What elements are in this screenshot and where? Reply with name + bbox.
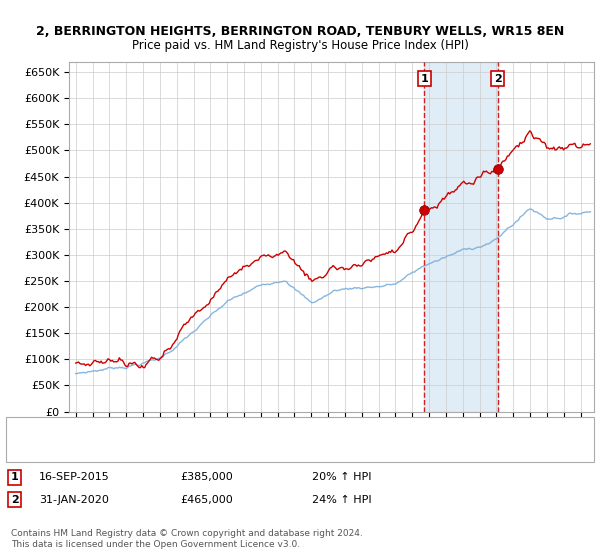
Text: Contains HM Land Registry data © Crown copyright and database right 2024.
This d: Contains HM Land Registry data © Crown c… — [11, 529, 362, 549]
Text: £465,000: £465,000 — [180, 494, 233, 505]
Text: 16-SEP-2015: 16-SEP-2015 — [39, 472, 110, 482]
Text: Price paid vs. HM Land Registry's House Price Index (HPI): Price paid vs. HM Land Registry's House … — [131, 39, 469, 52]
Text: 1: 1 — [11, 472, 19, 482]
Text: 2, BERRINGTON HEIGHTS, BERRINGTON ROAD, TENBURY WELLS, WR15 8EN: 2, BERRINGTON HEIGHTS, BERRINGTON ROAD, … — [36, 25, 564, 38]
Text: ——: —— — [15, 436, 40, 449]
Bar — [424, 62, 498, 412]
Text: 20% ↑ HPI: 20% ↑ HPI — [312, 472, 371, 482]
Text: 2: 2 — [11, 494, 19, 505]
Text: 2: 2 — [494, 74, 502, 84]
Text: 1: 1 — [421, 74, 428, 84]
Text: ——: —— — [15, 423, 40, 436]
Text: 24% ↑ HPI: 24% ↑ HPI — [312, 494, 371, 505]
Text: £385,000: £385,000 — [180, 472, 233, 482]
Text: 31-JAN-2020: 31-JAN-2020 — [39, 494, 109, 505]
Text: HPI: Average price, detached house, Malvern Hills: HPI: Average price, detached house, Malv… — [45, 437, 289, 447]
Text: 2, BERRINGTON HEIGHTS, BERRINGTON ROAD, TENBURY WELLS, WR15 8EN (detached h: 2, BERRINGTON HEIGHTS, BERRINGTON ROAD, … — [45, 424, 479, 435]
